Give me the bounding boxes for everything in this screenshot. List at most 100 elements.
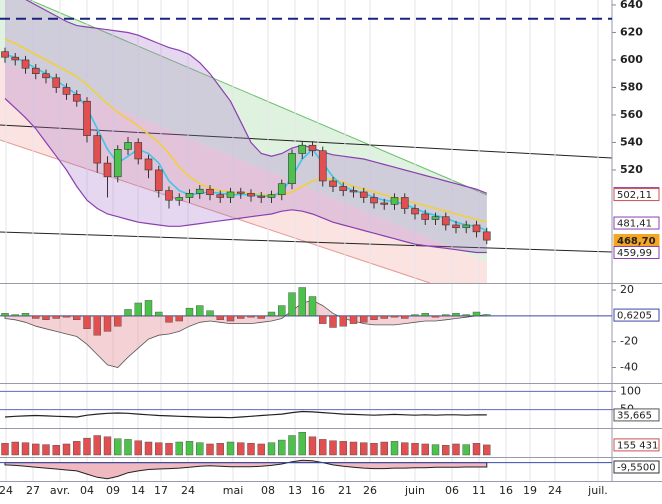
histogram-bar — [247, 315, 255, 318]
volume-bar — [380, 441, 388, 456]
x-tick-label: 16 — [311, 484, 325, 497]
histogram-bar — [349, 315, 358, 324]
volume-bar — [52, 445, 60, 456]
histogram-bar — [257, 315, 265, 319]
histogram-bar — [298, 287, 306, 317]
volume-bar — [257, 443, 265, 456]
candle-body — [124, 142, 132, 150]
volume-bar — [349, 441, 358, 456]
volume-bar — [278, 439, 286, 456]
volume-bar — [237, 442, 245, 456]
x-tick-label: 09 — [106, 484, 120, 497]
volume-bar — [134, 440, 142, 456]
histogram-bar — [165, 315, 173, 323]
y-tick-label: 560 — [620, 108, 643, 121]
price-badge — [613, 438, 660, 452]
price-badge-label: 481,41 — [617, 219, 652, 230]
histogram-bar — [206, 310, 214, 317]
volume-bar — [442, 445, 450, 456]
volume-bar — [62, 443, 71, 456]
candle-body — [226, 191, 235, 198]
histogram-bar — [411, 314, 419, 317]
histogram-bar — [103, 315, 112, 332]
x-tick-label: 21 — [338, 484, 352, 497]
volume-bar — [73, 441, 81, 456]
histogram-bar — [431, 315, 440, 318]
histogram-bar — [83, 315, 91, 329]
volume-bar — [267, 442, 276, 456]
volume-bar — [339, 441, 347, 456]
candle-body — [318, 150, 327, 182]
x-tick-label: 26 — [363, 484, 377, 497]
volume-bar — [298, 432, 306, 456]
volume-bar — [175, 441, 183, 456]
x-tick-label: juil. — [587, 484, 608, 497]
x-tick-label: 06 — [445, 484, 459, 497]
volume-bar — [483, 444, 491, 456]
candle-body — [349, 190, 358, 193]
candle-body — [206, 188, 214, 196]
indicator-line — [25, 0, 488, 194]
channel-line — [29, 0, 488, 196]
histogram-bar — [483, 314, 491, 317]
histogram-bar — [370, 315, 378, 320]
price-badge-label: 468,70 — [617, 236, 656, 247]
y-tick-label: 580 — [620, 80, 643, 93]
indicator-line — [4, 98, 487, 254]
x-tick-label: 27 — [26, 484, 40, 497]
x-tick-label: 08 — [261, 484, 275, 497]
indicator-line — [4, 410, 487, 419]
price-badge-label: 0,6205 — [617, 311, 652, 322]
volume-bar — [155, 442, 163, 456]
histogram-bar — [452, 313, 460, 317]
candle-body — [247, 193, 255, 197]
volume-bar — [32, 443, 40, 456]
candle-body — [11, 56, 20, 61]
histogram-bar — [278, 305, 286, 317]
x-tick-label: 24 — [548, 484, 562, 497]
histogram-bar — [319, 315, 327, 324]
volume-bar — [247, 443, 255, 456]
histogram-bar — [288, 292, 296, 317]
histogram-bar — [21, 313, 30, 317]
histogram-bar — [462, 314, 470, 317]
candle-body — [482, 231, 491, 241]
candle-body — [298, 144, 307, 154]
histogram-bar — [339, 315, 347, 327]
volume-bar — [83, 437, 91, 456]
trend-line — [0, 231, 613, 253]
channel-line — [0, 139, 431, 284]
volume-bar — [1, 443, 9, 456]
x-tick-label: juin — [404, 484, 425, 497]
price-badge — [613, 216, 660, 230]
candle-body — [83, 100, 91, 136]
histogram-bar — [32, 315, 40, 319]
histogram-bar — [1, 313, 9, 317]
y-tick-label: 600 — [620, 53, 643, 66]
candle-body — [1, 51, 9, 58]
x-tick-label: mai — [223, 484, 244, 497]
histogram-bar — [329, 315, 337, 328]
y-tick-label: 620 — [620, 25, 643, 38]
histogram-bar — [175, 315, 183, 322]
histogram-bar — [62, 315, 71, 318]
y-tick-label: -40 — [620, 361, 638, 374]
x-tick-label: 16 — [499, 484, 513, 497]
x-tick-label: 19 — [523, 484, 537, 497]
candle-body — [452, 224, 460, 229]
candle-body — [400, 197, 409, 209]
candle-body — [236, 191, 245, 194]
candle-body — [154, 169, 163, 191]
candle-body — [431, 216, 440, 220]
volume-bar — [226, 441, 235, 456]
volume-bar — [42, 444, 50, 456]
price-badge — [613, 188, 660, 202]
volume-bar — [11, 441, 19, 456]
histogram-bar — [442, 314, 450, 317]
histogram-bar — [196, 305, 204, 317]
x-tick-label: 14 — [131, 484, 145, 497]
histogram-bar — [360, 315, 368, 323]
volume-bar — [185, 441, 194, 456]
price-badge — [613, 460, 660, 474]
